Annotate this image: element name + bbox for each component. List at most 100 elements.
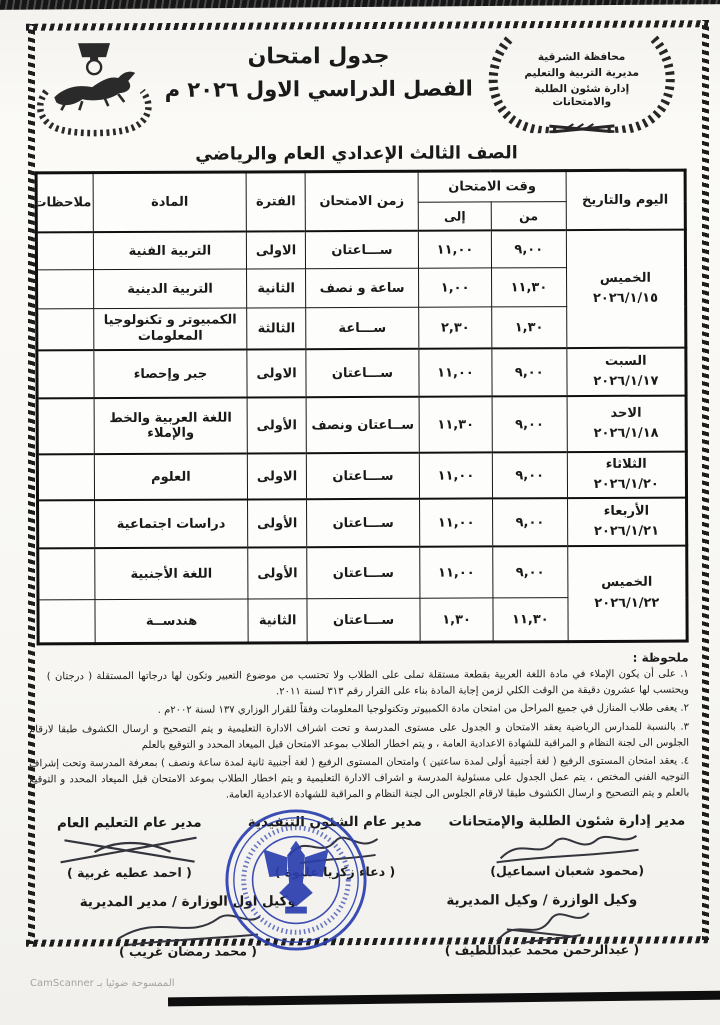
- signature-name: (محمود شعبان اسماعيل): [490, 862, 645, 878]
- time-to: ١١,٣٠: [419, 396, 493, 453]
- time-to: ١,٠٠: [418, 267, 492, 308]
- watermark-text: الممسوحة ضوئيا بـ CamScanner: [30, 978, 175, 989]
- grade-title: الصف الثالث الإعدادي العام والرياضي: [195, 143, 518, 165]
- wreath-logo-icon: [488, 35, 675, 134]
- notes-cell: [37, 548, 95, 600]
- time-to: ١١,٠٠: [419, 498, 493, 547]
- signature-block-directorate-director: وكيل اول الوزارة / مدير المديرية ( محمد …: [38, 893, 338, 959]
- title-line-1: جدول امتحان: [247, 43, 390, 70]
- col-header-from: من: [491, 201, 567, 231]
- time-from: ٩,٠٠: [491, 230, 567, 268]
- day-name: السبت: [604, 353, 647, 369]
- day-cell: الخميس ٢٠٢٦/١/١٥: [566, 229, 686, 349]
- period: الاولى: [246, 231, 306, 269]
- time-to: ١,٣٠: [420, 597, 494, 643]
- directorate-badge: محافظة الشرقية مديرية التربية والتعليم إ…: [479, 33, 684, 134]
- org-line-2: مديرية التربية والتعليم: [524, 66, 640, 80]
- time-from: ١١,٣٠: [492, 597, 568, 642]
- subject: اللغة العربية والخط والإملاء: [93, 397, 248, 455]
- day-date: ٢٠٢٦/١/٢١: [593, 523, 660, 539]
- day-cell: الخميس ٢٠٢٦/١/٢٢: [567, 545, 688, 642]
- signature-block-general-education-director: مدير عام التعليم العام ( احمد عطيه غربية…: [31, 814, 227, 880]
- period: الأولى: [247, 499, 307, 548]
- time-from: ١,٣٠: [491, 306, 567, 349]
- col-header-day: اليوم والتاريخ: [565, 170, 686, 231]
- duration: ســـاعة: [305, 307, 420, 350]
- frame-border-left: [28, 24, 35, 944]
- col-header-notes: ملاحظات: [36, 172, 93, 233]
- day-name: الثلاثاء: [605, 456, 647, 472]
- day-date: ٢٠٢٦/١/١٥: [592, 290, 659, 306]
- camscanner-watermark: الممسوحة ضوئيا بـ CamScanner: [0, 978, 690, 989]
- subject: جبر وإحصاء: [93, 349, 248, 399]
- day-cell: الأربعاء ٢٠٢٦/١/٢١: [567, 497, 687, 547]
- notes-section: ملحوظة : ١. على أن يكون الإملاء في مادة …: [29, 651, 690, 805]
- duration: ســـاعتان: [306, 546, 421, 599]
- duration: ســـاعتان: [306, 498, 420, 548]
- signature-scribble-icon: [31, 830, 227, 869]
- time-from: ٩,٠٠: [492, 498, 568, 547]
- period: الاولى: [247, 349, 306, 398]
- subject: دراسات اجتماعية: [94, 499, 249, 549]
- notes-cell: [36, 308, 94, 351]
- document-header: محافظة الشرقية مديرية التربية والتعليم إ…: [20, 31, 692, 140]
- notes-cell: [37, 454, 95, 501]
- notes-cell: [37, 599, 95, 644]
- signature-name: ( عبدالرحمن محمد عبداللطيف ): [444, 941, 640, 958]
- notes-cell: [36, 350, 94, 399]
- subject: اللغة الأجنبية: [94, 547, 249, 600]
- table-row: الاحد ٢٠٢٦/١/١٨ ٩,٠٠ ١١,٣٠ ســاعتان ونصف…: [37, 395, 687, 455]
- signature-block-exams-director: مدير إدارة شئون الطلبة والإمتحانات (محمو…: [442, 812, 691, 878]
- day-date: ٢٠٢٦/١/١٨: [593, 425, 659, 441]
- duration: ســاعتان ونصف: [305, 396, 420, 454]
- notes-cell: [36, 269, 94, 309]
- notes-cell: [37, 398, 94, 455]
- time-from: ٩,٠٠: [492, 546, 568, 598]
- title-line-2: الفصل الدراسي الاول ٢٠٢٦ م: [164, 76, 473, 102]
- note-item-1: ١. على أن يكون الإملاء في مادة اللغة الع…: [46, 668, 689, 698]
- note-item-3: ٣. بالنسبة للمدارس الرياضية يعقد الامتحا…: [28, 721, 690, 751]
- subject: التربية الدينية: [93, 268, 247, 309]
- duration: ســـاعتان: [306, 598, 421, 643]
- official-stamp: [222, 806, 370, 956]
- col-header-duration: زمن الامتحان: [305, 171, 419, 232]
- time-from: ١١,٣٠: [491, 267, 567, 307]
- frame-border-right: [702, 20, 709, 940]
- day-cell: السبت ٢٠٢٦/١/١٧: [566, 347, 687, 397]
- subject: الكمبيوتر و تكنولوجيا المعلومات: [93, 307, 248, 351]
- note-item-2: ٢. يعفى طلاب المنازل في جميع المراحل من …: [157, 702, 689, 717]
- document-content: محافظة الشرقية مديرية التربية والتعليم إ…: [20, 31, 696, 959]
- duration: ســـاعتان: [306, 452, 420, 500]
- day-name: الأربعاء: [603, 503, 650, 519]
- frame-border-top: [25, 20, 709, 31]
- period: الثالثة: [246, 307, 306, 350]
- col-header-period: الفترة: [246, 171, 306, 232]
- subject: التربية الفنية: [92, 231, 247, 270]
- time-to: ٢,٣٠: [418, 306, 492, 349]
- table-row: الخميس ٢٠٢٦/١/١٥ ٩,٠٠ ١١,٠٠ ســـاعتان ال…: [36, 229, 686, 349]
- col-header-subject: المادة: [92, 171, 247, 233]
- signatures-row-1: مدير إدارة شئون الطلبة والإمتحانات (محمو…: [31, 812, 691, 880]
- scan-bottom-edge: [167, 990, 720, 1007]
- day-name: الاحد: [610, 405, 642, 421]
- day-cell: الاحد ٢٠٢٦/١/١٨: [566, 395, 687, 453]
- time-from: ٩,٠٠: [492, 452, 568, 499]
- signature-title: مدير عام التعليم العام: [56, 814, 202, 831]
- directorate-text: محافظة الشرقية مديرية التربية والتعليم إ…: [505, 45, 658, 116]
- scan-top-edge: [0, 0, 720, 10]
- table-row: السبت ٢٠٢٦/١/١٧ ٩,٠٠ ١١,٠٠ ســـاعتان الا…: [36, 347, 687, 399]
- governorate-emblem: [30, 39, 158, 138]
- table-row: الأربعاء ٢٠٢٦/١/٢١ ٩,٠٠ ١١,٠٠ ســـاعتان …: [37, 497, 687, 549]
- period: الاولى: [247, 453, 307, 500]
- duration: ساعة و نصف: [305, 268, 419, 308]
- note-item-4: ٤. يعقد امتحان المستوى الرفيع ( لغة أجنب…: [29, 755, 690, 801]
- exam-schedule-title: جدول امتحان الفصل الدراسي الاول ٢٠٢٦ م: [158, 33, 479, 102]
- table-row: الثلاثاء ٢٠٢٦/١/٢٠ ٩,٠٠ ١١,٠٠ ســـاعتان …: [37, 451, 687, 501]
- day-date: ٢٠٢٦/١/٢٢: [594, 595, 660, 611]
- signature-scribble-icon: [442, 828, 691, 867]
- period: الأولى: [247, 397, 307, 454]
- notes-title: ملحوظة :: [632, 650, 689, 665]
- time-from: ٩,٠٠: [491, 396, 568, 453]
- time-from: ٩,٠٠: [491, 348, 567, 397]
